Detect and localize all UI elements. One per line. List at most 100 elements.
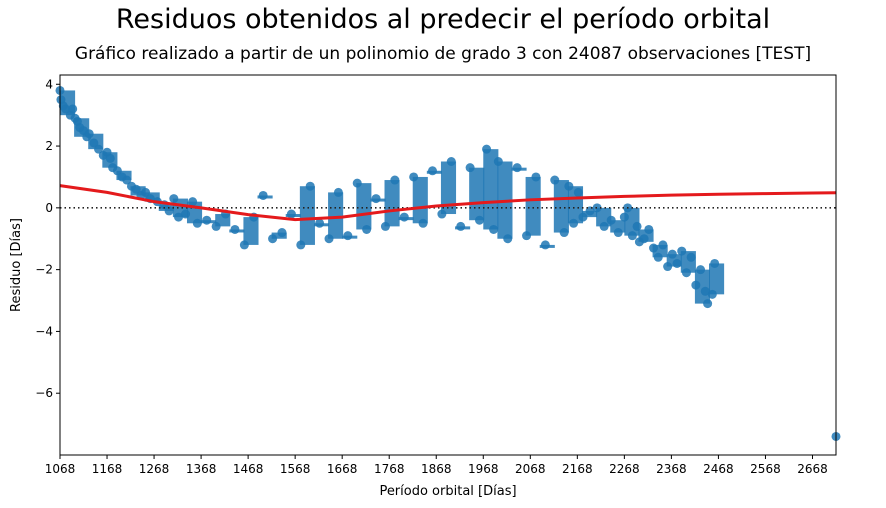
scatter-density-band bbox=[299, 186, 315, 245]
scatter-point bbox=[667, 249, 677, 259]
scatter-density-band bbox=[440, 161, 457, 215]
scatter-point bbox=[409, 172, 419, 182]
scatter-point bbox=[94, 144, 104, 154]
scatter-point bbox=[437, 209, 447, 219]
scatter-point bbox=[672, 258, 682, 268]
scatter-density-band bbox=[412, 176, 428, 224]
scatter-point bbox=[105, 153, 115, 163]
scatter-point bbox=[211, 221, 221, 231]
scatter-density-band bbox=[384, 180, 400, 227]
scatter-point bbox=[399, 212, 409, 222]
scatter-point bbox=[169, 194, 179, 204]
scatter-point bbox=[390, 175, 400, 185]
scatter-point bbox=[305, 181, 315, 191]
x-tick-label: 1868 bbox=[421, 462, 452, 476]
scatter-point bbox=[663, 262, 673, 272]
scatter-point bbox=[649, 243, 659, 253]
y-tick-label: −2 bbox=[35, 263, 53, 277]
scatter-density-band bbox=[553, 180, 569, 233]
scatter-point bbox=[192, 218, 202, 228]
scatter-point bbox=[559, 228, 569, 238]
scatter-point bbox=[239, 240, 249, 250]
scatter-point bbox=[482, 144, 492, 154]
scatter-point bbox=[333, 187, 343, 197]
scatter-point bbox=[352, 178, 362, 188]
y-tick-label: 0 bbox=[45, 201, 53, 215]
x-tick-label: 1168 bbox=[92, 462, 123, 476]
scatter-density-band bbox=[469, 167, 485, 221]
scatter-point bbox=[68, 104, 78, 114]
scatter-density-band bbox=[356, 183, 372, 230]
scatter-point bbox=[550, 175, 560, 185]
scatter-point bbox=[489, 224, 499, 234]
x-tick-label: 1768 bbox=[374, 462, 405, 476]
scatter-point bbox=[696, 265, 706, 275]
scatter-point bbox=[512, 163, 522, 173]
scatter-point bbox=[700, 286, 710, 296]
scatter-point bbox=[592, 203, 602, 213]
scatter-point bbox=[606, 215, 616, 225]
scatter-point bbox=[573, 187, 583, 197]
x-tick-label: 2068 bbox=[515, 462, 546, 476]
x-tick-label: 1968 bbox=[468, 462, 499, 476]
x-axis-label: Período orbital [Días] bbox=[379, 484, 516, 499]
scatter-point bbox=[691, 280, 701, 290]
scatter-point bbox=[707, 289, 717, 299]
scatter-point bbox=[188, 197, 198, 207]
scatter-point bbox=[677, 246, 687, 256]
scatter-point bbox=[681, 268, 691, 278]
scatter-point bbox=[475, 215, 485, 225]
scatter-point bbox=[84, 129, 94, 139]
x-tick-label: 1268 bbox=[139, 462, 170, 476]
scatter-point bbox=[703, 299, 713, 309]
figure-suptitle: Residuos obtenidos al predecir el períod… bbox=[115, 4, 771, 35]
plot-area-frame bbox=[59, 74, 837, 456]
scatter-point bbox=[258, 190, 268, 200]
scatter-point bbox=[131, 184, 141, 194]
scatter-point bbox=[315, 218, 325, 228]
scatter-point bbox=[585, 206, 595, 216]
scatter-point bbox=[286, 209, 296, 219]
scatter-point bbox=[639, 234, 649, 244]
x-tick-label: 1068 bbox=[45, 462, 76, 476]
scatter-point bbox=[89, 138, 99, 148]
x-tick-label: 2168 bbox=[562, 462, 593, 476]
scatter-point bbox=[362, 224, 372, 234]
y-tick-label: 2 bbox=[45, 139, 53, 153]
x-tick-label: 2668 bbox=[797, 462, 828, 476]
scatter-point bbox=[578, 212, 588, 222]
fit-line bbox=[59, 184, 837, 222]
scatter-point bbox=[627, 231, 637, 241]
scatter-point bbox=[540, 240, 550, 250]
scatter-point bbox=[164, 206, 174, 216]
scatter-density-band bbox=[243, 217, 259, 245]
scatter-point bbox=[371, 194, 381, 204]
scatter-point bbox=[324, 234, 334, 244]
scatter-point bbox=[613, 228, 623, 238]
scatter-point bbox=[296, 240, 306, 250]
x-tick-label: 1468 bbox=[233, 462, 264, 476]
scatter-point bbox=[277, 228, 287, 238]
scatter-point bbox=[503, 234, 513, 244]
scatter-point bbox=[710, 258, 720, 268]
scatter-point bbox=[174, 212, 184, 222]
scatter-point bbox=[181, 209, 191, 219]
scatter-point bbox=[619, 212, 629, 222]
y-axis-label: Residuo [Días] bbox=[9, 218, 24, 312]
scatter-point bbox=[202, 215, 212, 225]
y-axis: −6 −4 −2 0 2 4 bbox=[35, 77, 60, 400]
x-tick-label: 1368 bbox=[186, 462, 217, 476]
scatter-density-band bbox=[709, 263, 725, 295]
scatter-density-band bbox=[483, 149, 499, 230]
y-tick-label: 4 bbox=[45, 77, 53, 91]
x-tick-label: 2368 bbox=[656, 462, 687, 476]
scatter-point bbox=[343, 231, 353, 241]
scatter-point bbox=[465, 163, 475, 173]
scatter-point bbox=[268, 234, 278, 244]
scatter-point bbox=[418, 218, 428, 228]
scatter-point bbox=[141, 187, 151, 197]
scatter-point bbox=[644, 224, 654, 234]
y-tick-label: −6 bbox=[35, 386, 53, 400]
x-axis: 1068 1168 1268 1368 1468 1568 1668 1768 1868 1968… bbox=[45, 455, 828, 476]
